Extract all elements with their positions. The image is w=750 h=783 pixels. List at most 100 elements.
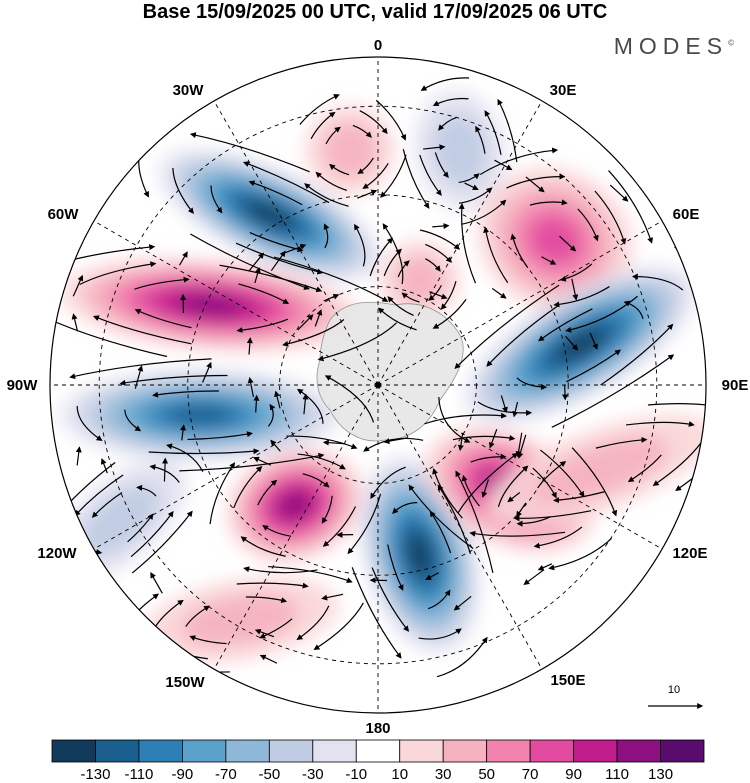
wind-arrow: [497, 465, 529, 507]
wind-arrow: [180, 424, 187, 441]
wind-arrow: [321, 593, 344, 601]
colorbar-tick-label: 30: [435, 766, 452, 783]
wind-arrow: [259, 654, 278, 664]
wind-arrow: [419, 229, 461, 250]
wind-arrow: [302, 393, 309, 415]
wind-arrow: [357, 189, 378, 199]
wind-arrow: [257, 479, 278, 506]
anomaly-contour: [279, 491, 311, 519]
wind-arrow: [510, 233, 529, 269]
wind-arrow: [377, 307, 417, 331]
wind-streamlines: [50, 77, 706, 678]
wind-arrow: [452, 434, 516, 441]
wind-arrow: [248, 252, 265, 272]
wind-arrow: [401, 292, 420, 303]
wind-arrow: [457, 432, 464, 452]
wind-arrow: [577, 208, 599, 242]
wind-arrow: [179, 251, 188, 266]
wind-arrow: [50, 560, 66, 596]
wind-arrow: [647, 403, 706, 411]
colorbar-tick-label: -30: [302, 766, 324, 783]
wind-arrow: [50, 244, 156, 272]
wind-arrow: [371, 567, 410, 632]
colorbar-tick-label: -90: [172, 766, 194, 783]
wind-arrow: [179, 452, 325, 472]
wind-arrow: [321, 495, 333, 524]
map-title: Base 15/09/2025 00 UTC, valid 17/09/2025…: [142, 1, 608, 23]
wind-arrow: [420, 77, 470, 91]
wind-arrow: [419, 154, 442, 196]
wind-arrow: [553, 491, 605, 504]
wind-arrow: [600, 323, 674, 386]
wind-arrow: [284, 243, 307, 254]
wind-arrow: [310, 111, 336, 140]
wind-arrow: [313, 602, 364, 651]
wind-arrow: [351, 567, 402, 659]
wind-arrow: [538, 308, 593, 342]
lon-label-150e: 150E: [550, 672, 585, 689]
wind-arrow: [219, 264, 323, 293]
wind-arrow: [383, 437, 409, 445]
wind-arrow: [127, 513, 154, 543]
colorbar-swatch: [573, 739, 618, 763]
wind-arrow: [210, 185, 223, 214]
wind-arrow: [432, 97, 469, 107]
wind-arrow: [559, 263, 593, 282]
wind-arrow: [537, 461, 567, 489]
wind-arrow: [296, 388, 324, 424]
map-disc: [50, 57, 706, 713]
lon-label-0: 0: [374, 37, 382, 54]
wind-arrow: [75, 446, 82, 466]
wind-arrow: [436, 636, 488, 678]
wind-arrow: [506, 173, 566, 189]
brand-name: MODES: [613, 33, 729, 59]
colorbar-swatch: [442, 739, 488, 763]
longitude-labels: 0 30E 60E 90E 120E 150E 180 150W 120W 90…: [7, 37, 749, 737]
wind-arrow: [209, 462, 236, 525]
wind-arrow: [262, 525, 292, 537]
wind-arrow: [248, 180, 303, 206]
wind-arrow: [595, 436, 648, 449]
wind-arrow: [370, 466, 406, 500]
wind-arrow: [347, 493, 382, 555]
wind-arrow: [392, 502, 418, 515]
colorbar-swatch: [138, 739, 183, 763]
colorbar-swatch: [312, 739, 357, 763]
wind-arrow: [507, 492, 521, 503]
wind-arrow: [359, 110, 388, 135]
wind-arrow: [322, 439, 346, 446]
wind-arrow: [357, 157, 374, 174]
wind-arrow: [79, 261, 157, 286]
wind-arrow: [559, 235, 577, 252]
wind-arrow: [380, 154, 407, 198]
wind-arrow: [491, 287, 507, 299]
wind-arrow: [382, 223, 404, 285]
wind-arrow: [149, 464, 180, 483]
wind-arrow: [488, 429, 498, 449]
colorbar-swatch: [399, 739, 444, 763]
colorbar-tick-label: 50: [478, 766, 495, 783]
wind-arrow: [245, 596, 288, 604]
wind-arrow: [428, 589, 451, 610]
wind-arrow: [425, 258, 441, 272]
wind-arrow: [458, 203, 477, 284]
wind-arrow: [457, 452, 519, 513]
latitude-circle: [98, 105, 658, 665]
lon-label-90e: 90E: [722, 377, 749, 394]
anomaly-contour: [408, 535, 432, 575]
meridian-line: [377, 220, 663, 386]
latitude-circle: [187, 194, 569, 576]
wind-arrow: [189, 132, 310, 173]
wind-arrow: [383, 248, 402, 277]
wind-arrow: [202, 361, 212, 383]
wind-arrow: [91, 491, 123, 518]
wind-arrow: [325, 126, 341, 145]
wind-arrow: [459, 187, 493, 204]
brand-copyright-mark: ©: [728, 38, 734, 48]
wind-arrow: [259, 618, 293, 639]
wind-arrow: [432, 298, 467, 329]
colorbar-tick-label: -70: [215, 766, 237, 783]
wind-arrow: [533, 526, 583, 549]
lon-label-120e: 120E: [672, 545, 707, 562]
